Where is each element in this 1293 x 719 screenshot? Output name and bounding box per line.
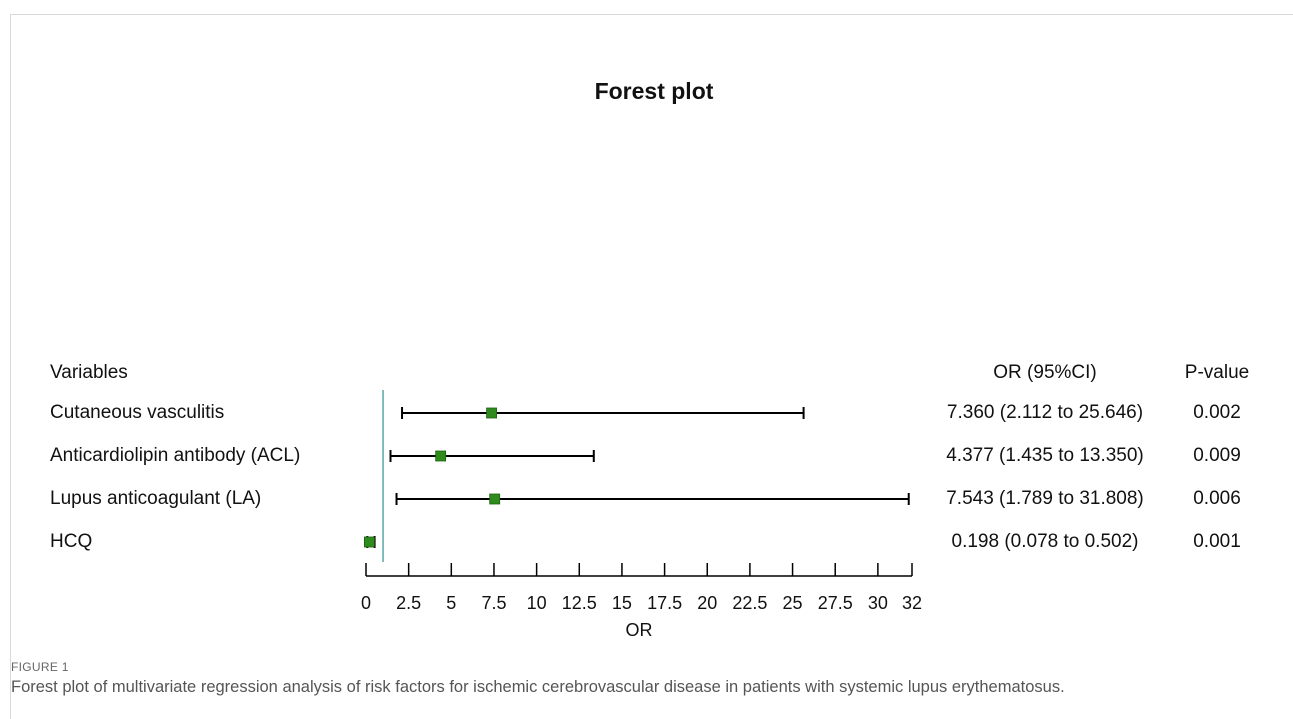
x-tick-label: 10 (527, 593, 547, 613)
figure-caption: Forest plot of multivariate regression a… (11, 678, 1065, 696)
point-estimate-marker (363, 536, 375, 548)
x-tick-label: 0 (361, 593, 371, 613)
row-or-ci: 7.543 (1.789 to 31.808) (946, 488, 1144, 509)
x-axis-label: OR (626, 620, 653, 640)
x-tick-label: 15 (612, 593, 632, 613)
header-variables: Variables (50, 362, 128, 383)
header-p-value: P-value (1185, 362, 1249, 383)
point-estimate-marker (486, 407, 497, 419)
point-estimate-marker (489, 493, 501, 505)
x-tick-label: 25 (783, 593, 803, 613)
x-tick-label: 30 (868, 593, 888, 613)
header-or-ci: OR (95%CI) (993, 362, 1096, 383)
row-p-value: 0.001 (1193, 531, 1241, 552)
x-tick-label: 27.5 (818, 593, 853, 613)
row-p-value: 0.006 (1193, 488, 1241, 509)
figure-label: FIGURE 1 (11, 660, 69, 674)
x-tick-label: 2.5 (396, 593, 421, 613)
x-tick-label: 5 (446, 593, 456, 613)
x-tick-label: 22.5 (732, 593, 767, 613)
row-or-ci: 4.377 (1.435 to 13.350) (946, 445, 1144, 466)
chart-title: Forest plot (595, 78, 714, 104)
row-variable-label: Anticardiolipin antibody (ACL) (50, 445, 300, 466)
figure-frame (10, 14, 1293, 719)
row-or-ci: 0.198 (0.078 to 0.502) (952, 531, 1139, 552)
x-tick-label: 7.5 (481, 593, 506, 613)
row-variable-label: HCQ (50, 531, 92, 552)
row-p-value: 0.009 (1193, 445, 1241, 466)
point-estimate-marker (435, 450, 447, 462)
row-or-ci: 7.360 (2.112 to 25.646) (947, 402, 1143, 423)
row-p-value: 0.002 (1193, 402, 1241, 423)
row-variable-label: Cutaneous vasculitis (50, 402, 224, 423)
x-tick-label: 32 (902, 593, 922, 613)
x-tick-label: 20 (697, 593, 717, 613)
row-variable-label: Lupus anticoagulant (LA) (50, 488, 261, 509)
x-tick-label: 12.5 (562, 593, 597, 613)
x-tick-label: 17.5 (647, 593, 682, 613)
